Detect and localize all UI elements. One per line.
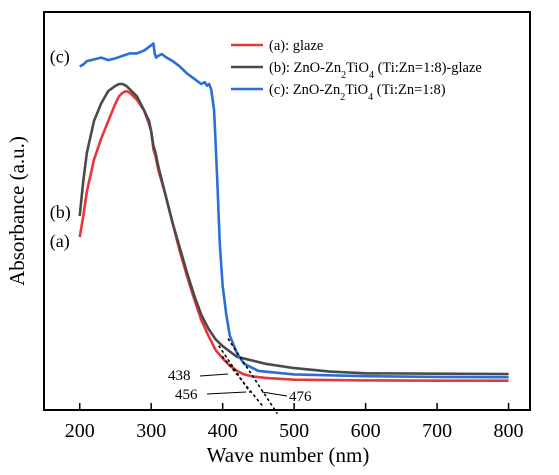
plot-frame — [43, 11, 531, 411]
x-tick-label-300: 300 — [136, 420, 166, 442]
series-tag-a: (a) — [50, 231, 70, 252]
legend-label-c: (c): ZnO-Zn2TiO4 (Ti:Zn=1:8) — [269, 82, 446, 103]
series-tag-c: (c) — [50, 46, 70, 67]
x-tick-label-800: 800 — [494, 420, 524, 442]
x-tick-label-700: 700 — [422, 420, 452, 442]
x-axis-label: Wave number (nm) — [207, 443, 370, 467]
band-edge-label-476: 476 — [289, 389, 312, 405]
x-tick-label-400: 400 — [208, 420, 238, 442]
leader-line-476 — [261, 391, 288, 397]
leader-line-438 — [199, 373, 229, 377]
leader-line-456 — [206, 391, 247, 395]
series-tag-b: (b) — [50, 202, 71, 223]
x-tick-label-200: 200 — [65, 420, 95, 442]
tangent-line-476 — [227, 338, 278, 414]
x-tick-labels: 200 300 400 500 600 700 800 — [65, 420, 524, 442]
x-tick-label-600: 600 — [351, 420, 381, 442]
y-axis-label: Absorbance (a.u.) — [5, 136, 29, 286]
tangent-extrapolation-lines — [218, 338, 278, 414]
spectral-curves — [78, 42, 509, 382]
x-tick-label-500: 500 — [279, 420, 309, 442]
legend-label-b: (b): ZnO-Zn2TiO4 (Ti:Zn=1:8)-glaze — [269, 60, 482, 81]
series-line-c — [79, 42, 509, 379]
tangent-line-438 — [218, 345, 251, 393]
legend-label-a: (a): glaze — [269, 38, 323, 54]
x-ticks — [78, 403, 510, 410]
tangent-line-456 — [221, 355, 264, 407]
series-line-a — [78, 89, 509, 382]
legend: (a): glaze (b): ZnO-Zn2TiO4 (Ti:Zn=1:8)-g… — [231, 38, 482, 103]
band-edge-label-456: 456 — [175, 387, 198, 403]
series-line-b — [78, 82, 509, 376]
series-tags: (a) (b) (c) — [50, 46, 71, 252]
band-edge-label-438: 438 — [168, 368, 191, 384]
band-edge-labels: 438 456 476 — [168, 368, 312, 405]
